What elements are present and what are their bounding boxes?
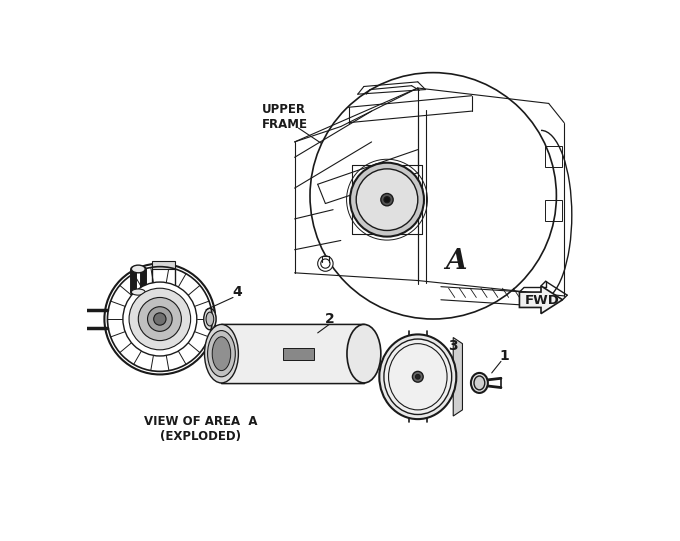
Circle shape xyxy=(412,371,423,382)
Polygon shape xyxy=(107,292,118,346)
Text: A: A xyxy=(445,248,467,275)
Ellipse shape xyxy=(207,331,235,377)
Polygon shape xyxy=(453,338,462,416)
Circle shape xyxy=(384,196,390,203)
Ellipse shape xyxy=(471,373,488,393)
Polygon shape xyxy=(222,325,364,383)
Circle shape xyxy=(381,194,393,206)
Circle shape xyxy=(148,307,172,331)
Ellipse shape xyxy=(205,325,239,383)
Circle shape xyxy=(310,72,556,319)
Text: UPPER
FRAME: UPPER FRAME xyxy=(262,103,308,131)
Ellipse shape xyxy=(131,265,146,273)
Bar xyxy=(545,200,562,221)
Circle shape xyxy=(123,282,197,356)
Circle shape xyxy=(350,163,424,236)
Ellipse shape xyxy=(206,312,214,326)
Text: FWD: FWD xyxy=(524,294,559,307)
Ellipse shape xyxy=(347,325,381,383)
Circle shape xyxy=(154,313,166,325)
Circle shape xyxy=(415,374,420,379)
Ellipse shape xyxy=(474,376,485,390)
Ellipse shape xyxy=(212,337,231,371)
Bar xyxy=(283,347,314,360)
Circle shape xyxy=(138,298,182,341)
Circle shape xyxy=(105,263,216,374)
Circle shape xyxy=(129,288,190,350)
Ellipse shape xyxy=(384,339,452,414)
Circle shape xyxy=(318,256,333,271)
Text: 2: 2 xyxy=(324,312,334,326)
Ellipse shape xyxy=(379,334,456,419)
Circle shape xyxy=(356,169,418,230)
Bar xyxy=(545,146,562,167)
Text: 1: 1 xyxy=(500,349,510,363)
Ellipse shape xyxy=(204,308,216,330)
Polygon shape xyxy=(152,261,175,269)
Text: 4: 4 xyxy=(232,285,241,299)
Ellipse shape xyxy=(131,289,146,295)
Circle shape xyxy=(321,259,330,268)
Polygon shape xyxy=(520,286,562,314)
Text: VIEW OF AREA  A
(EXPLODED): VIEW OF AREA A (EXPLODED) xyxy=(144,415,258,443)
Text: 3: 3 xyxy=(447,339,457,353)
